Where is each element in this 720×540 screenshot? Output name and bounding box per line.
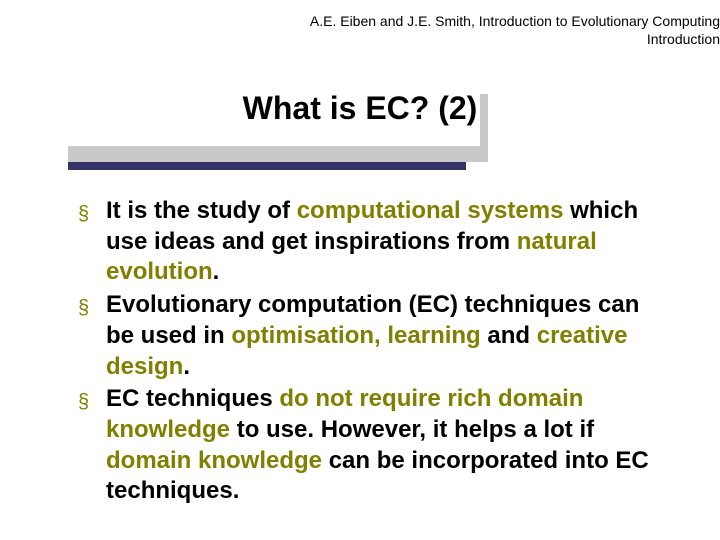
header-line-2: Introduction (310, 30, 720, 48)
bullet-item: §It is the study of computational system… (78, 196, 658, 288)
text-run: . (183, 353, 190, 380)
text-run: optimisation, learning (231, 322, 480, 349)
header-attribution: A.E. Eiben and J.E. Smith, Introduction … (310, 12, 720, 48)
text-run: computational systems (297, 197, 564, 224)
text-run: . (213, 258, 220, 285)
slide-title: What is EC? (2) (60, 90, 660, 127)
text-run: EC techniques (106, 385, 279, 412)
bullet-marker-icon: § (78, 290, 106, 323)
bullet-item: §Evolutionary computation (EC) technique… (78, 290, 658, 382)
body-content: §It is the study of computational system… (78, 196, 658, 509)
bullet-text: EC techniques do not require rich domain… (106, 384, 658, 507)
text-run: It is the study of (106, 197, 297, 224)
text-run: to use. However, it helps a lot if (230, 416, 594, 443)
title-underline (68, 162, 466, 170)
bullet-marker-icon: § (78, 384, 106, 417)
bullet-text: Evolutionary computation (EC) techniques… (106, 290, 658, 382)
text-run: domain knowledge (106, 447, 322, 474)
bullet-text: It is the study of computational systems… (106, 196, 658, 288)
bullet-item: §EC techniques do not require rich domai… (78, 384, 658, 507)
bullet-marker-icon: § (78, 196, 106, 229)
text-run: and (481, 322, 537, 349)
header-line-1: A.E. Eiben and J.E. Smith, Introduction … (310, 12, 720, 30)
